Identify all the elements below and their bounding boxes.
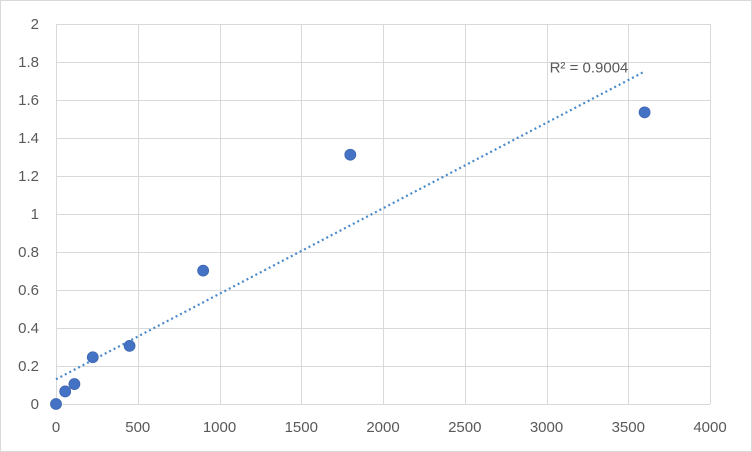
y-tick-label: 1.6: [18, 92, 39, 109]
data-point: [123, 339, 136, 352]
data-point: [344, 148, 357, 161]
data-point: [86, 351, 99, 364]
data-point: [638, 106, 651, 119]
y-tick-label: 1: [31, 206, 39, 223]
y-tick-label: 0.4: [18, 320, 39, 337]
y-tick-label: 1.2: [18, 168, 39, 185]
x-tick-label: 2500: [448, 419, 481, 436]
data-point: [68, 378, 81, 390]
y-axis-tick-labels: 0 0.2 0.4 0.6 0.8 1 1.2 1.4 1.6 1.8 2: [18, 16, 39, 413]
x-axis-tick-labels: 0 500 1000 1500 2000 2500 3000 3500 4000: [52, 419, 727, 436]
x-tick-label: 3000: [530, 419, 563, 436]
x-tick-label: 3500: [612, 419, 645, 436]
x-tick-label: 0: [52, 419, 60, 436]
y-tick-label: 0.2: [18, 358, 39, 375]
x-tick-label: 4000: [693, 419, 726, 436]
x-tick-label: 1000: [203, 419, 236, 436]
y-tick-label: 0.6: [18, 282, 39, 299]
r-squared-annotation: R² = 0.9004: [550, 60, 629, 77]
x-tick-label: 1500: [285, 419, 318, 436]
data-point: [197, 264, 210, 277]
x-tick-label: 500: [125, 419, 150, 436]
trendline: [55, 70, 646, 381]
data-points: [50, 106, 651, 410]
data-point: [50, 398, 62, 410]
data-point: [59, 385, 72, 398]
y-tick-label: 1.4: [18, 130, 39, 147]
y-tick-label: 1.8: [18, 54, 39, 71]
x-tick-label: 2000: [366, 419, 399, 436]
y-tick-label: 0.8: [18, 244, 39, 261]
horizontal-gridlines: [56, 24, 710, 405]
y-tick-label: 0: [31, 396, 39, 413]
y-tick-label: 2: [31, 16, 39, 33]
